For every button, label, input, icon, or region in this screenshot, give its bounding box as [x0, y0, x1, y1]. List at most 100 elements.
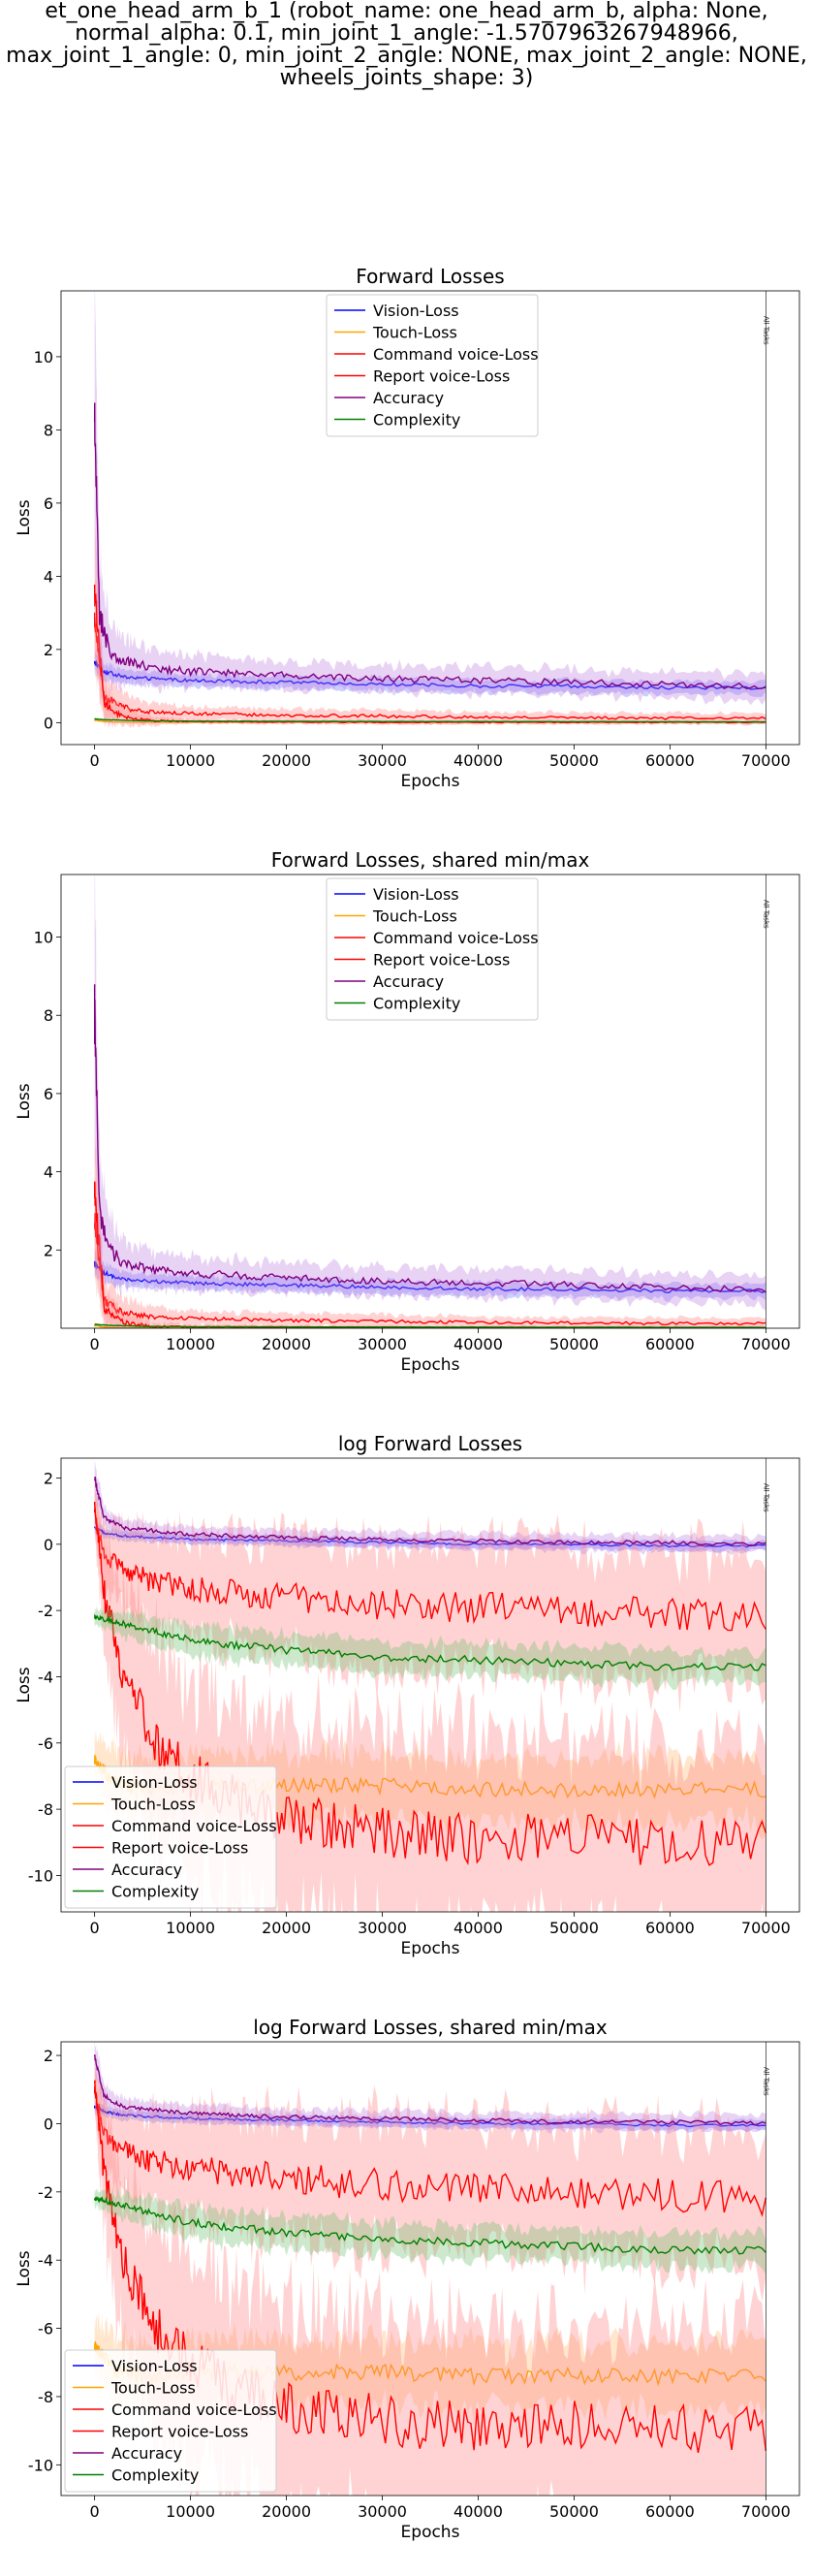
series-band [94, 875, 766, 1311]
plot-frame [60, 2041, 800, 2496]
legend-box [326, 294, 539, 437]
series-line [93, 1501, 767, 1866]
legend-entry: Complexity [373, 411, 460, 429]
series-band [94, 1487, 766, 1713]
chart-title: Forward Losses [356, 265, 504, 288]
legend-entry: Command voice-Loss [373, 345, 539, 364]
chart-title: log Forward Losses [338, 1432, 522, 1455]
x-tick-label: 40000 [453, 2502, 503, 2521]
legend: Vision-Loss Touch-Loss Command voice-Loss R… [326, 294, 539, 437]
legend: Vision-Loss Touch-Loss Command voice-Loss R… [64, 2349, 277, 2493]
forward-losses-shared-chart: Forward Losses, shared min/max All Tasks 0… [15, 848, 800, 1375]
vline-label: All Tasks [762, 1483, 769, 1512]
x-axis-label: Epochs [401, 2523, 460, 2542]
legend-entry: Command voice-Loss [111, 1817, 277, 1835]
x-tick-label: 70000 [741, 1335, 791, 1353]
y-axis-label: Loss [15, 1083, 34, 1119]
x-tick-label: 30000 [358, 2502, 407, 2521]
legend-entry: Report voice-Loss [373, 367, 510, 386]
legend-entry: Touch-Loss [110, 1796, 196, 1814]
series-line [93, 1526, 766, 1548]
x-tick-label: 60000 [645, 751, 695, 770]
y-axis-label: Loss [15, 2250, 34, 2286]
log-forward-losses-shared-chart: log Forward Losses, shared min/max All Ta… [15, 2016, 800, 2542]
series-band [94, 1248, 766, 1302]
legend-entry: Touch-Loss [372, 907, 457, 926]
y-tick-label: 6 [44, 1085, 53, 1103]
series-line [93, 1509, 766, 1632]
y-tick-label: -4 [38, 1668, 53, 1686]
x-axis-label: Epochs [401, 1355, 460, 1375]
x-tick-label: 20000 [262, 1919, 311, 1937]
series-line [93, 1213, 766, 1326]
forward-losses-chart: Forward Losses All Tasks 0 10000 20000 30000 4… [15, 265, 800, 791]
x-tick-label: 30000 [358, 751, 407, 770]
plot-frame [60, 1457, 800, 1913]
x-tick-label: 30000 [358, 1919, 407, 1937]
suptitle-line: wheels_joints_shape: 3) [279, 66, 534, 90]
x-tick-label: 40000 [453, 1919, 503, 1937]
x-tick-label: 70000 [741, 2502, 791, 2521]
x-tick-label: 0 [90, 751, 100, 770]
legend-entry: Report voice-Loss [373, 951, 510, 970]
x-tick-label: 0 [90, 1335, 100, 1353]
x-tick-label: 60000 [645, 1335, 695, 1353]
series-band [94, 1458, 766, 1556]
x-tick-label: 50000 [549, 1919, 599, 1937]
series-band [94, 1606, 766, 1691]
y-tick-label: 4 [44, 1163, 53, 1182]
x-tick-label: 40000 [453, 1335, 503, 1353]
y-tick-label: -8 [38, 2388, 53, 2406]
y-tick-label: -6 [38, 2320, 53, 2338]
y-tick-label: 2 [44, 2047, 53, 2065]
x-axis-label: Epochs [401, 1939, 460, 1958]
chart-title: Forward Losses, shared min/max [271, 848, 590, 872]
legend-entry: Command voice-Loss [111, 2401, 277, 2419]
y-tick-label: 0 [44, 2115, 53, 2133]
suptitle-line: max_joint_1_angle: 0, min_joint_2_angle:… [6, 44, 807, 68]
series-band [94, 1518, 766, 1553]
plot-frame [60, 874, 800, 1329]
legend-entry: Accuracy [373, 972, 444, 991]
suptitle-line: et_one_head_arm_b_1 (robot_name: one_hea… [45, 0, 768, 23]
y-axis-label: Loss [15, 499, 34, 535]
series-line [93, 612, 766, 720]
y-tick-label: 6 [44, 494, 53, 513]
series-line [93, 659, 766, 690]
legend-entry: Vision-Loss [111, 2357, 198, 2375]
legend-entry: Complexity [111, 1883, 199, 1901]
series-line [93, 402, 766, 690]
series-line [93, 984, 766, 1293]
x-tick-label: 40000 [453, 751, 503, 770]
legend-entry: Complexity [373, 995, 460, 1013]
legend-entry: Vision-Loss [111, 1773, 198, 1792]
x-tick-label: 0 [90, 2502, 100, 2521]
legend-entry: Vision-Loss [373, 302, 459, 320]
series-line [94, 717, 766, 723]
x-tick-label: 10000 [166, 1335, 215, 1353]
y-tick-label: 0 [44, 1536, 53, 1554]
vline-label: All Tasks [762, 900, 769, 929]
legend: Vision-Loss Touch-Loss Command voice-Loss R… [64, 1765, 277, 1909]
series-line [93, 584, 766, 724]
suptitle-line: normal_alpha: 0.1, min_joint_1_angle: -1… [75, 21, 738, 46]
legend-box [64, 2349, 277, 2493]
plot-area [93, 291, 766, 729]
y-tick-label: 2 [44, 641, 53, 659]
log-forward-losses-chart: log Forward Losses All Tasks 0 10000 20000 30… [15, 1432, 800, 1958]
y-tick-label: -4 [38, 2251, 53, 2270]
series-band [94, 648, 766, 698]
series-line [93, 1181, 766, 1328]
series-band [94, 1169, 766, 1328]
chart-title: log Forward Losses, shared min/max [253, 2016, 608, 2039]
series-band [94, 291, 766, 706]
y-tick-label: 10 [34, 348, 53, 366]
x-tick-label: 10000 [166, 1919, 215, 1937]
series-band [94, 567, 766, 728]
legend-entry: Accuracy [373, 389, 444, 407]
x-tick-label: 10000 [166, 751, 215, 770]
legend-box [64, 1765, 277, 1909]
x-tick-label: 70000 [741, 1919, 791, 1937]
legend-entry: Report voice-Loss [111, 1839, 248, 1858]
x-tick-label: 50000 [549, 751, 599, 770]
